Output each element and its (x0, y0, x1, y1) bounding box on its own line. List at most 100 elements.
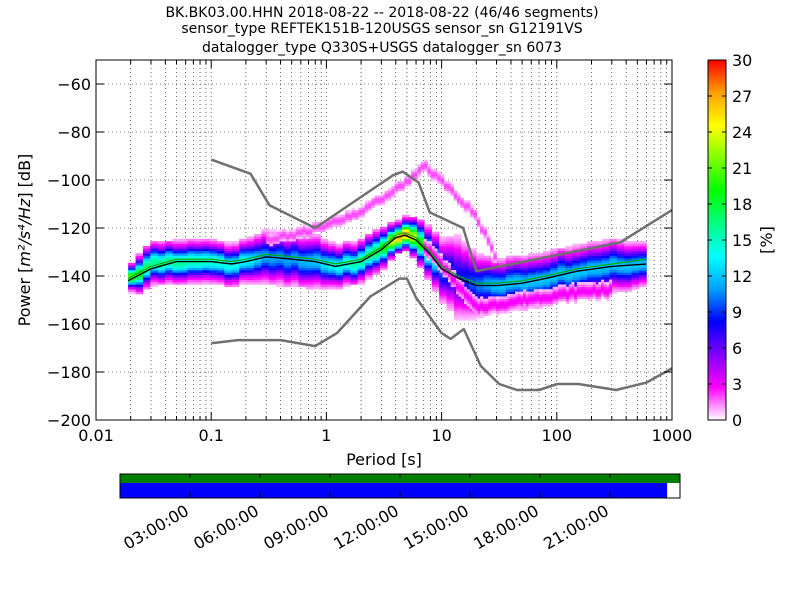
density-cell (507, 310, 511, 314)
density-cell (461, 303, 470, 307)
density-cell (624, 274, 632, 278)
density-cell (466, 296, 470, 300)
density-cell (542, 284, 551, 288)
density-cell (576, 289, 580, 292)
density-cell (493, 253, 497, 256)
density-cell (335, 258, 344, 261)
density-cell (291, 265, 299, 268)
density-cell (209, 243, 218, 247)
density-cell (157, 246, 166, 249)
density-cell (485, 313, 489, 316)
density-cell (194, 250, 203, 254)
density-cell (544, 291, 548, 295)
density-cell (379, 255, 388, 259)
density-cell (557, 270, 566, 273)
colorbar-tick-label: 9 (732, 303, 742, 322)
density-cell (550, 262, 558, 266)
density-cell (246, 270, 255, 273)
density-cell (447, 183, 451, 187)
density-cell (450, 193, 455, 196)
density-cell (394, 226, 403, 230)
density-cell (461, 282, 470, 285)
density-cell (468, 272, 477, 276)
density-cell (579, 294, 583, 297)
density-cell (128, 272, 136, 276)
density-cell (365, 236, 373, 240)
density-cell (313, 279, 321, 283)
density-cell (541, 298, 545, 302)
density-cell (365, 277, 373, 280)
density-cell (298, 265, 307, 268)
density-cell (606, 291, 610, 295)
density-cell (587, 248, 595, 252)
density-cell (602, 270, 610, 273)
density-cell (483, 229, 487, 232)
density-cell (447, 262, 451, 266)
density-cell (341, 222, 346, 225)
density-cell (165, 253, 173, 256)
density-cell (602, 255, 610, 259)
density-cell (509, 308, 513, 312)
density-cell (150, 262, 159, 266)
density-cell (409, 224, 418, 228)
density-cell (224, 246, 233, 249)
density-cell (187, 253, 196, 256)
density-cell (312, 229, 316, 232)
density-cell (379, 258, 388, 261)
timeline-tick-label: 18:00:00 (470, 501, 542, 553)
density-cell (394, 229, 403, 232)
density-cell (291, 250, 299, 254)
density-cell (482, 313, 486, 316)
density-cell (402, 224, 410, 228)
density-cell (302, 234, 306, 237)
density-cell (541, 291, 545, 295)
density-cell (557, 282, 566, 285)
density-cell (639, 250, 647, 254)
density-cell (455, 286, 459, 290)
density-cell (490, 270, 499, 273)
density-cell (463, 200, 468, 204)
density-cell (150, 284, 159, 288)
density-cell (335, 224, 339, 228)
density-cell (431, 250, 435, 254)
density-cell (476, 219, 481, 223)
density-cell (572, 246, 581, 249)
density-cell (289, 234, 293, 237)
density-cell (601, 279, 605, 283)
density-cell (276, 236, 280, 240)
density-cell (320, 255, 329, 259)
density-cell (320, 279, 329, 283)
density-cell (563, 294, 567, 297)
density-cell (157, 265, 166, 268)
density-cell (261, 231, 270, 235)
density-cell (209, 246, 218, 249)
density-cell (557, 267, 566, 271)
density-cell (342, 284, 351, 288)
density-cell (483, 296, 492, 300)
density-cell (493, 298, 497, 302)
density-cell (520, 301, 524, 304)
density-cell (609, 289, 613, 292)
density-cell (572, 255, 581, 259)
density-cell (468, 284, 477, 288)
density-cell (457, 200, 461, 204)
density-cell (447, 188, 451, 192)
density-cell (187, 262, 196, 266)
density-cell (446, 296, 455, 300)
density-cell (473, 217, 478, 220)
density-cell (328, 226, 333, 230)
density-cell (631, 241, 640, 244)
density-cell (624, 282, 632, 285)
density-cell (439, 260, 443, 264)
density-cell (157, 255, 166, 259)
density-cell (520, 274, 529, 278)
density-cell (469, 301, 473, 304)
density-cell (450, 274, 454, 278)
density-cell (446, 241, 455, 244)
density-cell (594, 272, 603, 276)
density-cell (517, 298, 521, 302)
density-cell (157, 270, 166, 273)
density-cell (572, 265, 581, 268)
density-cell (431, 267, 440, 271)
density-cell (216, 267, 225, 271)
